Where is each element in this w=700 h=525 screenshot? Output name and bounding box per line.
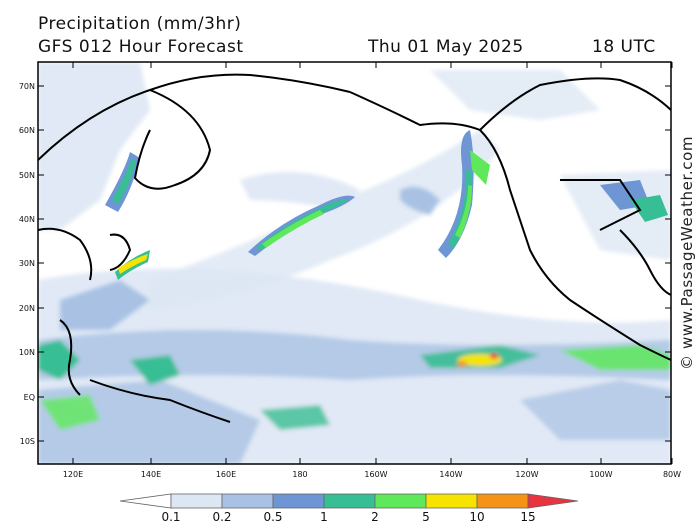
colorbar-segment	[425, 493, 478, 509]
colorbar-segment	[476, 493, 529, 509]
forecast-date: Thu 01 May 2025	[368, 37, 524, 57]
longitude-ticks: 120E 140E 160E 180 160W 140W 120W 100W 80W	[63, 62, 681, 479]
colorbar-segment	[323, 493, 376, 509]
lon-label: 160E	[216, 470, 236, 479]
lat-label: 70N	[19, 82, 35, 91]
lat-label: 10S	[20, 437, 35, 446]
map-title: Precipitation (mm/3hr)	[38, 14, 242, 34]
colorbar-segment	[374, 493, 427, 509]
colorbar-label: 0.1	[161, 510, 180, 524]
lat-label: 60N	[19, 126, 35, 135]
frontal-bands	[105, 130, 668, 280]
lon-label: 160W	[364, 470, 387, 479]
colorbar: 0.1 0.2 0.5 1 2 5 10 15	[119, 493, 579, 524]
colorbar-label: 1	[320, 510, 328, 524]
colorbar-segment	[221, 493, 274, 509]
precipitation-field	[38, 62, 671, 464]
colorbar-label: 2	[371, 510, 379, 524]
map-subtitle: GFS 012 Hour Forecast	[38, 37, 244, 57]
lon-label: 140E	[141, 470, 161, 479]
colorbar-min-arrow	[119, 493, 172, 509]
colorbar-label: 5	[422, 510, 430, 524]
lat-label: EQ	[24, 393, 35, 402]
latitude-ticks: 70N 60N 50N 40N 30N 20N 10N EQ 10S	[19, 82, 671, 446]
lon-label: 180	[292, 470, 307, 479]
lon-label: 140W	[439, 470, 462, 479]
colorbar-segment	[272, 493, 325, 509]
lon-label: 100W	[589, 470, 612, 479]
lon-label: 80W	[663, 470, 681, 479]
colorbar-label: 15	[520, 510, 535, 524]
lat-label: 10N	[19, 348, 35, 357]
colorbar-label: 0.5	[263, 510, 282, 524]
colorbar-segment	[170, 493, 223, 509]
lat-label: 30N	[19, 259, 35, 268]
colorbar-max-arrow	[527, 493, 579, 509]
lat-label: 40N	[19, 215, 35, 224]
lon-label: 120E	[63, 470, 83, 479]
lat-label: 50N	[19, 171, 35, 180]
lat-label: 20N	[19, 304, 35, 313]
lon-label: 120W	[515, 470, 538, 479]
coastlines	[38, 73, 671, 423]
colorbar-label: 10	[469, 510, 484, 524]
forecast-time: 18 UTC	[592, 37, 656, 57]
colorbar-label: 0.2	[212, 510, 231, 524]
